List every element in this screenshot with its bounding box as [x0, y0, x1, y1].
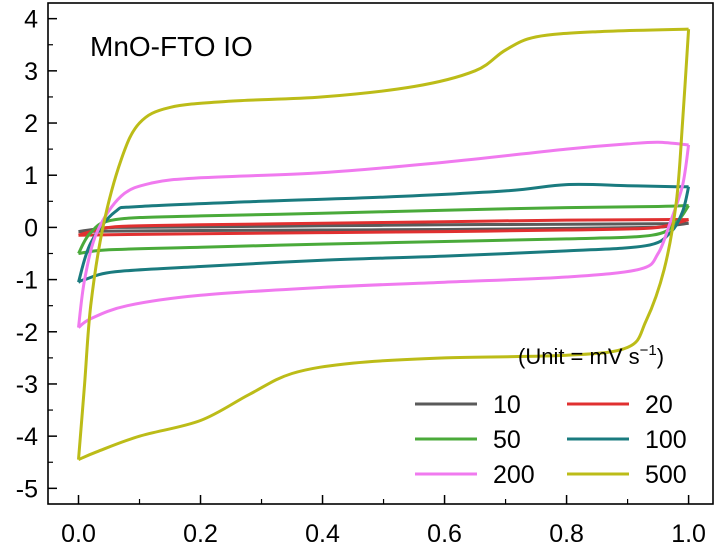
legend-label: 20 [645, 391, 673, 419]
y-tick-label: -2 [16, 319, 38, 347]
x-axis: 0.0 0.2 0.4 0.6 0.8 1.0 [61, 495, 706, 548]
legend-item-20: 20 [567, 391, 673, 419]
series-200 [77, 140, 691, 329]
y-tick-label: 2 [24, 110, 38, 138]
y-axis: -5 -4 -3 -2 -1 0 1 2 3 4 [16, 6, 57, 503]
y-tick-label: -1 [16, 267, 38, 295]
y-tick-label: -3 [16, 371, 38, 399]
series-line-reverse [77, 29, 691, 461]
series-line-reverse [78, 218, 689, 237]
y-tick-label: 4 [24, 6, 38, 34]
x-tick-label: 0.8 [549, 520, 584, 548]
legend: 10 20 50 100 200 500 [415, 391, 687, 489]
legend-label: 500 [645, 461, 687, 489]
series-line-forward [77, 182, 689, 283]
legend-label: 50 [493, 426, 521, 454]
chart-title: MnO-FTO IO [90, 31, 253, 62]
x-tick-label: 0.2 [183, 520, 218, 548]
x-tick-label: 0.6 [427, 520, 462, 548]
series-500 [77, 27, 691, 461]
x-tick-label: 0.0 [61, 520, 96, 548]
series-line-reverse [77, 144, 691, 329]
x-tick-label: 0.4 [305, 520, 340, 548]
legend-unit: (Unit = mV s−1) [518, 342, 664, 369]
legend-item-200: 200 [415, 461, 535, 489]
series-line-forward [77, 27, 689, 460]
y-tick-label: 1 [24, 162, 38, 190]
series-20 [78, 218, 689, 237]
x-tick-label: 1.0 [671, 520, 706, 548]
legend-item-50: 50 [415, 426, 521, 454]
series-line-forward [78, 218, 689, 237]
curves-layer [77, 27, 691, 461]
y-tick-label: -4 [16, 423, 38, 451]
series-line-forward [77, 140, 689, 328]
legend-item-100: 100 [567, 426, 687, 454]
y-tick-label: -5 [16, 475, 38, 503]
legend-item-10: 10 [415, 391, 521, 419]
legend-label: 100 [645, 426, 687, 454]
legend-label: 200 [493, 461, 535, 489]
legend-label: 10 [493, 391, 521, 419]
plot-frame [47, 2, 714, 505]
y-tick-label: 3 [24, 58, 38, 86]
y-tick-label: 0 [24, 214, 38, 242]
legend-item-500: 500 [567, 461, 687, 489]
